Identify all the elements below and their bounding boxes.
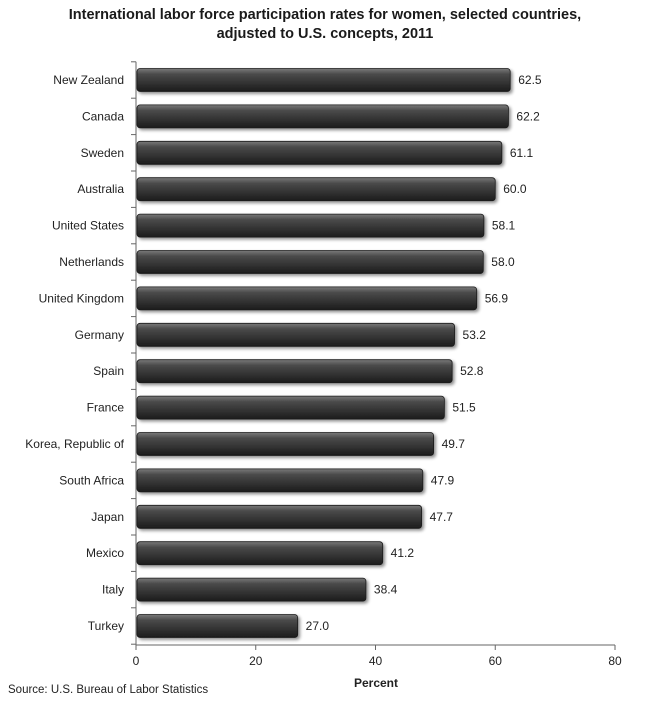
value-label-turkey: 27.0 (306, 619, 330, 633)
value-label-japan: 47.7 (430, 510, 454, 524)
value-label-netherlands: 58.0 (491, 255, 515, 269)
category-label-germany: Germany (75, 328, 124, 342)
x-tick-label: 0 (133, 654, 140, 668)
bar-korea-republic-of (136, 432, 434, 456)
value-label-south-africa: 47.9 (431, 473, 455, 487)
bar-mexico (136, 541, 384, 566)
bar-south-africa (136, 468, 424, 493)
value-label-france: 51.5 (452, 401, 476, 415)
category-label-spain: Spain (93, 364, 124, 378)
category-label-australia: Australia (77, 182, 124, 196)
category-label-united-kingdom: United Kingdom (39, 291, 124, 305)
value-label-united-states: 58.1 (492, 219, 516, 233)
category-label-mexico: Mexico (86, 546, 124, 560)
bar-new-zealand (136, 68, 511, 92)
bar-sweden (136, 140, 503, 165)
bar-canada (136, 104, 509, 129)
bar-italy (136, 577, 367, 602)
bar-united-states (136, 213, 485, 238)
chart-title-line-2: adjusted to U.S. concepts, 2011 (216, 26, 434, 42)
chart-title-line-1: International labor force participation … (68, 7, 582, 23)
value-label-canada: 62.2 (516, 109, 540, 123)
category-label-netherlands: Netherlands (59, 255, 124, 269)
category-label-new-zealand: New Zealand (53, 73, 124, 87)
bar-spain (136, 359, 453, 384)
x-tick-label: 80 (608, 654, 622, 668)
x-tick-label: 20 (249, 654, 263, 668)
category-label-france: France (87, 401, 125, 415)
x-tick-label: 60 (489, 654, 503, 668)
value-label-germany: 53.2 (463, 328, 487, 342)
x-tick-label: 40 (369, 654, 383, 668)
category-label-italy: Italy (102, 583, 124, 597)
bar-united-kingdom (136, 286, 478, 311)
category-label-turkey: Turkey (88, 619, 124, 633)
bar-turkey (136, 614, 299, 638)
value-label-korea-republic-of: 49.7 (442, 437, 466, 451)
value-label-united-kingdom: 56.9 (485, 291, 509, 305)
bar-australia (136, 177, 496, 202)
value-label-italy: 38.4 (374, 583, 398, 597)
value-label-spain: 52.8 (460, 364, 484, 378)
bar-germany (136, 322, 455, 347)
category-label-united-states: United States (52, 219, 124, 233)
source-note: Source: U.S. Bureau of Labor Statistics (8, 684, 209, 696)
bars-group (136, 68, 511, 638)
value-label-new-zealand: 62.5 (518, 73, 542, 87)
x-axis-label: Percent (354, 676, 398, 690)
category-label-japan: Japan (91, 510, 124, 524)
category-label-sweden: Sweden (81, 146, 124, 160)
value-label-australia: 60.0 (503, 182, 527, 196)
category-label-canada: Canada (82, 109, 124, 123)
bar-japan (136, 504, 423, 529)
category-label-south-africa: South Africa (59, 473, 124, 487)
chart-title: International labor force participation … (0, 6, 650, 44)
axes-group: New Zealand 62.5 Canada 62.2 Sweden 61.1 Austr… (25, 61, 622, 668)
category-label-korea-republic-of: Korea, Republic of (25, 437, 124, 451)
bar-netherlands (136, 250, 484, 274)
bar-france (136, 395, 445, 420)
value-label-sweden: 61.1 (510, 146, 534, 160)
value-label-mexico: 41.2 (391, 546, 415, 560)
